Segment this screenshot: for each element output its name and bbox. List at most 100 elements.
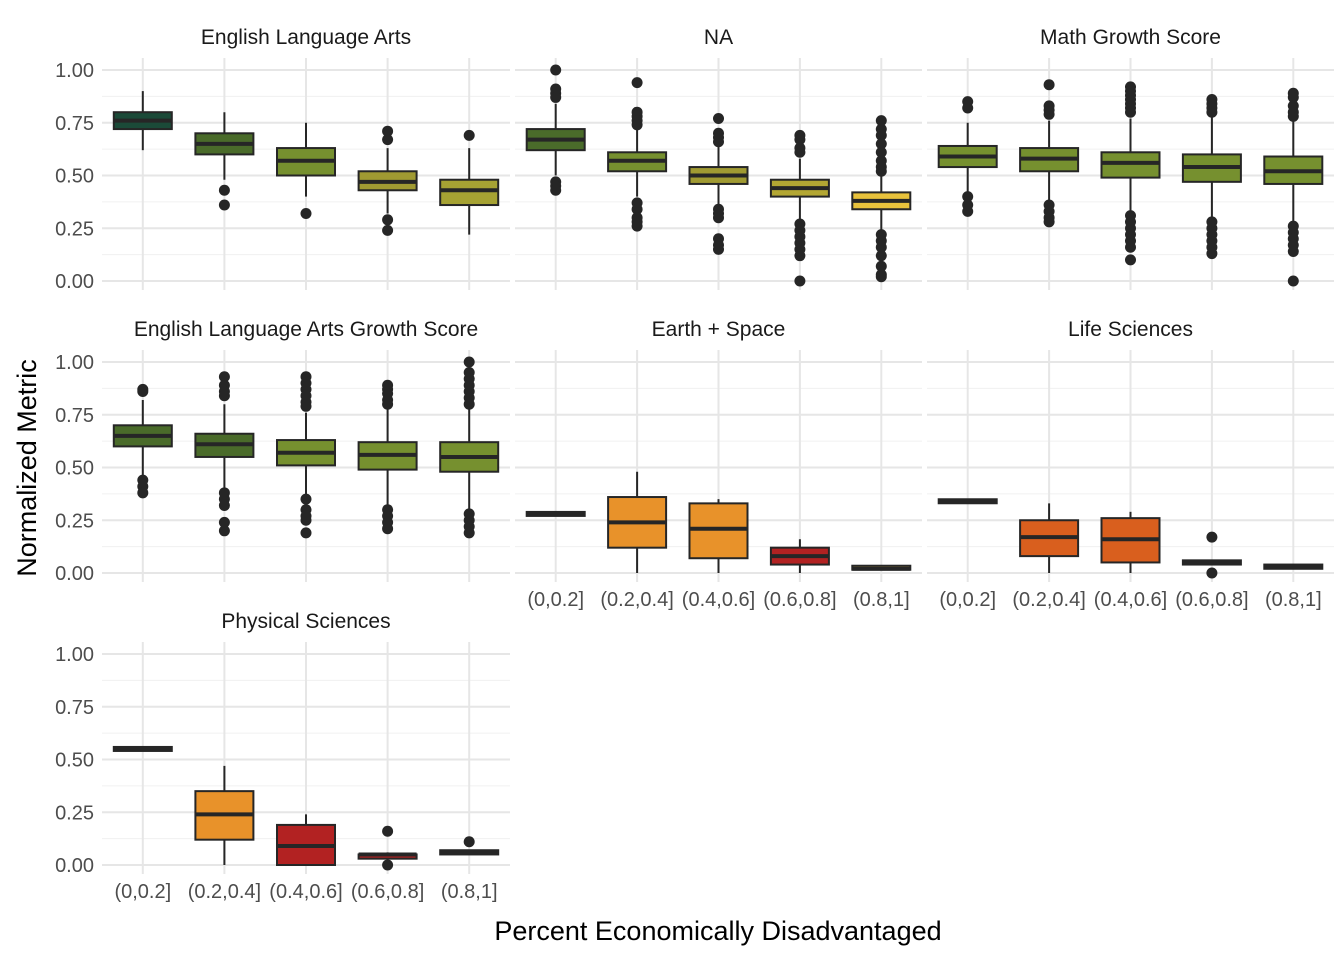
outlier-point: [875, 138, 887, 150]
x-tick-label: (0.2,0.4]: [188, 881, 261, 903]
facet-title: Life Sciences: [1068, 318, 1193, 341]
box-group: [769, 539, 830, 573]
box-group: [357, 379, 418, 535]
outlier-point: [962, 205, 974, 217]
box-group: [276, 371, 336, 539]
facet-title: NA: [704, 26, 733, 49]
y-tick-label: 1.00: [55, 60, 94, 82]
outlier-point: [794, 146, 806, 158]
outlier-point: [218, 516, 230, 528]
outlier-point: [631, 203, 643, 215]
box-group: [112, 745, 173, 752]
outlier-point: [1206, 567, 1218, 579]
outlier-point: [631, 220, 643, 232]
outlier-point: [1125, 254, 1136, 266]
box-group: [439, 129, 500, 235]
outlier-point: [218, 184, 230, 196]
facet-panel: NA: [515, 26, 922, 290]
outlier-point: [463, 836, 475, 848]
outlier-point: [300, 527, 312, 539]
box-group: [1100, 81, 1161, 266]
box-group: [1181, 531, 1242, 579]
x-tick-label: (0.8,1]: [853, 589, 910, 611]
box-group: [1263, 563, 1324, 570]
box-group: [1263, 87, 1324, 287]
outlier-point: [713, 212, 724, 224]
box-group: [769, 129, 830, 287]
outlier-point: [382, 224, 394, 236]
y-tick-label: 0.25: [55, 218, 94, 240]
box-group: [194, 371, 255, 537]
facet-title: Earth + Space: [652, 318, 786, 341]
box-group: [937, 96, 998, 217]
outlier-point: [218, 499, 230, 511]
box-group: [851, 564, 912, 571]
outlier-point: [218, 390, 230, 402]
outlier-point: [875, 146, 887, 158]
facet-panel: Physical Sciences 0.00 0.25 0.50 0.75 1.00 (0,…: [55, 610, 510, 903]
outlier-point: [218, 371, 230, 383]
outlier-point: [1125, 241, 1136, 253]
y-tick-label: 0.00: [55, 271, 94, 293]
outlier-point: [382, 825, 394, 837]
outlier-point: [463, 527, 475, 539]
outlier-point: [300, 493, 312, 505]
y-tick-label: 0.50: [55, 166, 94, 188]
box-group: [112, 91, 173, 151]
outlier-point: [1043, 79, 1055, 91]
x-tick-label: (0.6,0.8]: [763, 589, 836, 611]
x-tick-label: (0,0.2]: [527, 589, 584, 611]
box-group: [357, 825, 418, 871]
outlier-point: [1206, 248, 1218, 260]
outlier-point: [794, 250, 806, 262]
outlier-point: [137, 487, 149, 499]
box-group: [937, 498, 998, 505]
box-group: [1100, 511, 1161, 573]
x-tick-label: (0.6,0.8]: [1175, 589, 1248, 611]
outlier-point: [875, 241, 887, 253]
outlier-point: [1206, 106, 1218, 118]
box: [439, 178, 500, 207]
outlier-point: [875, 250, 887, 262]
outlier-point: [962, 191, 974, 203]
outlier-point: [218, 525, 230, 537]
facet-panels: English Language Arts 0.00 0.25 0.50 0.75 1.0…: [55, 26, 1334, 903]
outlier-point: [1206, 531, 1218, 543]
outlier-point: [300, 207, 312, 219]
outlier-point: [1287, 110, 1299, 122]
facet-title: Physical Sciences: [221, 610, 390, 633]
x-tick-label: (0.8,1]: [441, 881, 498, 903]
y-tick-label: 0.75: [55, 697, 94, 719]
outlier-point: [713, 243, 724, 255]
x-tick-label: (0,0.2]: [939, 589, 996, 611]
outlier-point: [1287, 91, 1299, 103]
box-group: [1019, 503, 1080, 573]
outlier-point: [713, 113, 724, 125]
y-tick-label: 1.00: [55, 352, 94, 374]
box-group: [525, 510, 586, 517]
outlier-point: [794, 275, 806, 287]
box-group: [1019, 79, 1080, 228]
outlier-point: [550, 184, 562, 196]
facet-title: English Language Arts Growth Score: [134, 318, 478, 341]
box-group: [688, 113, 749, 255]
facet-panel: Math Growth Score: [927, 26, 1334, 290]
x-tick-label: (0.6,0.8]: [351, 881, 424, 903]
outlier-point: [137, 386, 149, 398]
box-group: [194, 765, 255, 865]
box-group: [439, 356, 500, 539]
y-tick-label: 0.50: [55, 458, 94, 480]
outlier-point: [463, 398, 475, 410]
outlier-point: [713, 136, 724, 148]
facet-title: Math Growth Score: [1040, 26, 1221, 49]
x-tick-label: (0.2,0.4]: [1012, 589, 1085, 611]
box-group: [112, 383, 173, 499]
y-tick-label: 0.25: [55, 510, 94, 532]
outlier-point: [631, 119, 643, 131]
box-group: [194, 112, 255, 211]
outlier-point: [382, 523, 394, 535]
y-tick-label: 0.25: [55, 802, 94, 824]
facet-panel: English Language Arts 0.00 0.25 0.50 0.75 1.0…: [55, 26, 510, 293]
outlier-point: [1287, 245, 1299, 257]
